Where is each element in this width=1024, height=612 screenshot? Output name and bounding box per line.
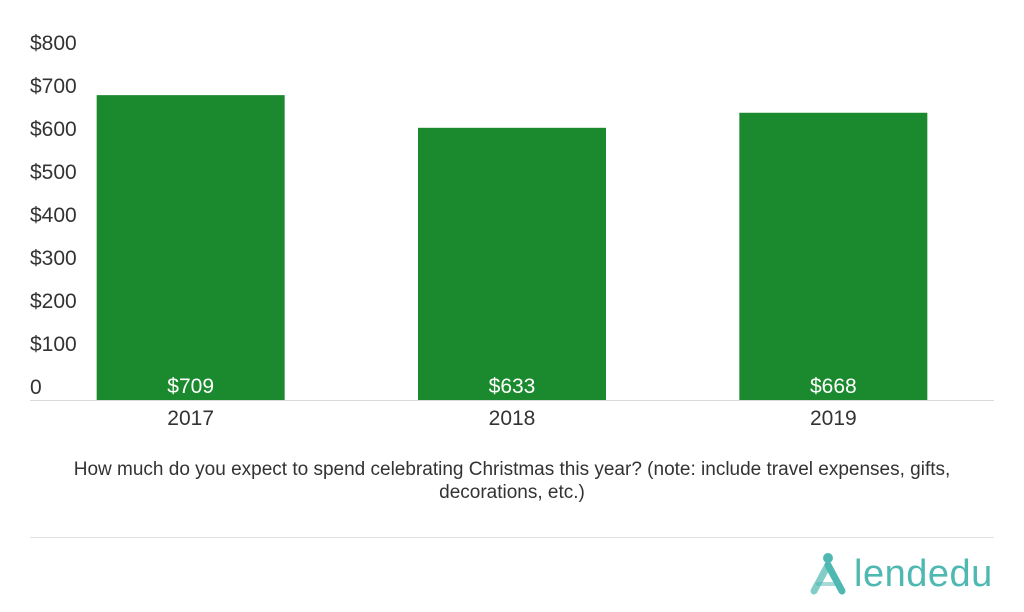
- bar-chart: 0 $100 $200 $300 $400 $500 $600 $700 $800 $709 $6…: [30, 32, 994, 430]
- y-tick-label: $200: [30, 290, 77, 313]
- x-tick-label: 2017: [167, 407, 214, 430]
- y-tick-label: $400: [30, 204, 77, 227]
- bars: $709 $633 $668: [96, 95, 928, 400]
- bar-2018: [418, 127, 606, 400]
- chart-caption: How much do you expect to spend celebrat…: [73, 459, 951, 503]
- bar-2017: [96, 95, 285, 400]
- y-tick-label: $700: [30, 75, 77, 98]
- y-tick-label: $500: [30, 161, 77, 184]
- data-label: $668: [810, 375, 857, 398]
- logo-text: lendedu: [854, 552, 993, 595]
- y-tick-label: $600: [30, 118, 77, 141]
- y-axis: 0 $100 $200 $300 $400 $500 $600 $700 $800: [30, 32, 77, 399]
- y-tick-label: $800: [30, 32, 77, 55]
- data-label: $633: [489, 375, 536, 398]
- y-tick-label: 0: [30, 376, 42, 399]
- y-tick-label: $300: [30, 247, 77, 270]
- x-tick-label: 2019: [810, 407, 857, 430]
- y-tick-label: $100: [30, 333, 77, 356]
- divider: [30, 537, 994, 538]
- data-label: $709: [167, 375, 214, 398]
- bar-2019: [739, 112, 928, 400]
- x-tick-label: 2018: [489, 407, 536, 430]
- lendedu-logo: lendedu: [808, 548, 993, 600]
- x-axis: 2017 2018 2019: [167, 407, 856, 430]
- lendedu-logo-icon: [810, 553, 846, 595]
